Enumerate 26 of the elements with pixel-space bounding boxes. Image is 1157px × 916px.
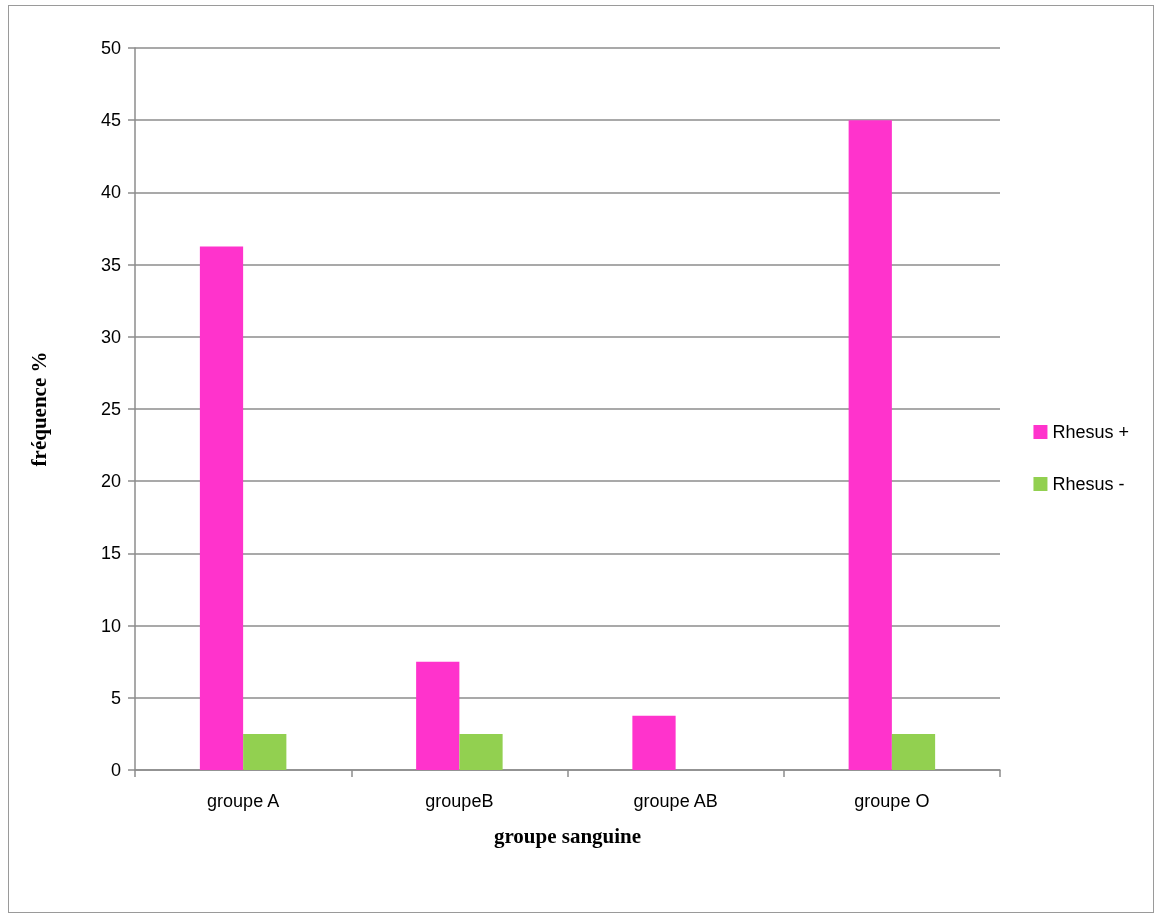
y-tick-label: 35 (100, 254, 121, 275)
y-tick-label: 20 (100, 471, 121, 492)
legend-label: Rhesus - (1052, 474, 1125, 494)
y-tick-label: 25 (100, 399, 121, 419)
bar (632, 715, 676, 770)
bar (459, 733, 503, 770)
bar (243, 733, 287, 770)
bar (848, 120, 892, 770)
y-axis-title: fréquence % (26, 351, 51, 467)
x-axis-title: groupe sanguine (493, 823, 642, 848)
bar (416, 661, 460, 770)
bar (199, 246, 244, 770)
x-tick-label: groupe A (207, 791, 280, 811)
y-tick-label: 30 (100, 326, 121, 347)
y-tick-label: 0 (110, 760, 121, 780)
x-tick-label: groupeB (425, 791, 494, 811)
y-tick-label: 45 (100, 110, 121, 131)
x-tick-label: groupe O (854, 791, 930, 811)
x-tick-label: groupe AB (633, 791, 718, 811)
y-tick-label: 50 (100, 38, 121, 58)
legend-label: Rhesus + (1052, 422, 1129, 442)
y-tick-label: 40 (100, 182, 121, 203)
bar (891, 733, 936, 770)
y-tick-label: 10 (100, 615, 121, 636)
y-tick-label: 15 (100, 543, 121, 564)
y-tick-label: 5 (110, 687, 121, 708)
